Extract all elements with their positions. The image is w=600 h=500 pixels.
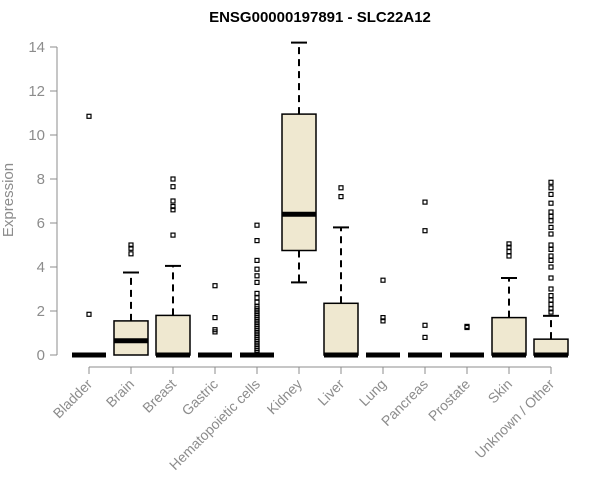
y-tick-label: 4 bbox=[37, 259, 45, 276]
outlier-point bbox=[422, 322, 428, 328]
outlier-point bbox=[548, 231, 554, 237]
x-tick-label: Bladder bbox=[50, 376, 96, 422]
boxes-group bbox=[72, 41, 569, 358]
chart-title: ENSG00000197891 - SLC22A12 bbox=[209, 9, 431, 26]
outlier-point bbox=[548, 264, 554, 270]
outlier-point bbox=[254, 295, 260, 301]
outlier-point bbox=[548, 286, 554, 292]
box-bladder bbox=[72, 113, 106, 358]
y-tick-label: 8 bbox=[37, 171, 45, 188]
box-liver bbox=[323, 185, 359, 358]
y-tick-label: 10 bbox=[28, 127, 45, 144]
x-tick-label: Kidney bbox=[264, 376, 306, 418]
box-iqr bbox=[281, 113, 317, 252]
y-tick-label: 2 bbox=[37, 303, 45, 320]
outlier-point bbox=[506, 244, 512, 250]
outlier-point bbox=[506, 241, 512, 247]
outlier-point bbox=[254, 238, 260, 244]
outlier-point bbox=[548, 242, 554, 248]
x-tick-label: Pancreas bbox=[378, 376, 431, 429]
outlier-point bbox=[548, 275, 554, 281]
x-tick-label: Prostate bbox=[425, 376, 473, 424]
box-kidney bbox=[281, 41, 317, 284]
box-iqr bbox=[113, 320, 149, 356]
outlier-point bbox=[212, 283, 218, 289]
outlier-point bbox=[464, 323, 470, 329]
outlier-point bbox=[128, 242, 134, 248]
y-axis: 0 2 4 6 8 10 12 14 bbox=[28, 39, 58, 364]
outlier-point bbox=[86, 113, 92, 119]
outlier-point bbox=[170, 176, 176, 182]
outlier-point bbox=[548, 253, 554, 259]
y-tick-label: 6 bbox=[37, 215, 45, 232]
outlier-point bbox=[380, 318, 386, 324]
outlier-point bbox=[548, 209, 554, 215]
y-tick-label: 14 bbox=[28, 39, 45, 56]
outlier-point bbox=[170, 203, 176, 210]
x-tick-label: Breast bbox=[139, 376, 179, 416]
box-brain bbox=[113, 242, 149, 356]
outlier-point bbox=[548, 200, 554, 206]
outlier-point bbox=[380, 277, 386, 283]
outlier-point bbox=[254, 222, 260, 228]
outlier-point bbox=[548, 246, 554, 252]
outlier-point bbox=[548, 185, 554, 191]
x-tick-label: Brain bbox=[103, 376, 137, 410]
x-tick-label: Lung bbox=[356, 376, 389, 409]
x-tick-label: Liver bbox=[314, 376, 347, 409]
outlier-point bbox=[422, 334, 428, 340]
outlier-point bbox=[548, 191, 554, 197]
outlier-point bbox=[506, 249, 512, 255]
box-hematopoietic-cells bbox=[240, 222, 274, 358]
outlier-point bbox=[128, 251, 134, 257]
y-tick-label: 0 bbox=[37, 347, 45, 364]
outlier-point bbox=[86, 311, 92, 317]
x-tick-label: Unknown / Other bbox=[472, 376, 558, 462]
box-iqr bbox=[323, 302, 359, 356]
outlier-point bbox=[548, 218, 554, 224]
outlier-point bbox=[254, 273, 260, 279]
outlier-point bbox=[338, 185, 344, 191]
outlier-point bbox=[254, 279, 260, 285]
outlier-point bbox=[254, 290, 260, 296]
box-iqr bbox=[491, 316, 527, 356]
outlier-point bbox=[548, 309, 554, 315]
outlier-point bbox=[254, 299, 260, 305]
box-unknown-other bbox=[533, 179, 569, 358]
box-iqr bbox=[155, 314, 191, 356]
outlier-point bbox=[548, 301, 554, 307]
box-pancreas bbox=[408, 199, 442, 358]
outlier-point bbox=[422, 199, 428, 205]
outlier-point bbox=[170, 232, 176, 238]
outlier-point bbox=[338, 194, 344, 200]
outlier-point bbox=[380, 315, 386, 321]
box-prostate bbox=[450, 323, 484, 358]
box-skin bbox=[491, 241, 527, 358]
outlier-point bbox=[548, 297, 554, 303]
box-lung bbox=[366, 277, 400, 358]
box-breast bbox=[155, 176, 191, 358]
outlier-point bbox=[548, 293, 554, 299]
outlier-point bbox=[170, 207, 176, 213]
outlier-point bbox=[548, 257, 554, 263]
outlier-point bbox=[254, 266, 260, 272]
outlier-point bbox=[548, 213, 554, 219]
outlier-point bbox=[548, 224, 554, 230]
outlier-point bbox=[548, 179, 554, 185]
outlier-point bbox=[422, 228, 428, 234]
outlier-point bbox=[212, 315, 218, 321]
outlier-point bbox=[254, 257, 260, 263]
outlier-point bbox=[170, 184, 176, 190]
outlier-point bbox=[506, 253, 512, 259]
x-tick-label: Skin bbox=[485, 376, 516, 407]
outlier-point bbox=[170, 198, 176, 204]
y-tick-label: 12 bbox=[28, 83, 45, 100]
outlier-point bbox=[212, 327, 218, 333]
box-gastric bbox=[198, 283, 232, 358]
outlier-point bbox=[128, 245, 134, 251]
y-axis-label: Expression bbox=[0, 163, 17, 237]
